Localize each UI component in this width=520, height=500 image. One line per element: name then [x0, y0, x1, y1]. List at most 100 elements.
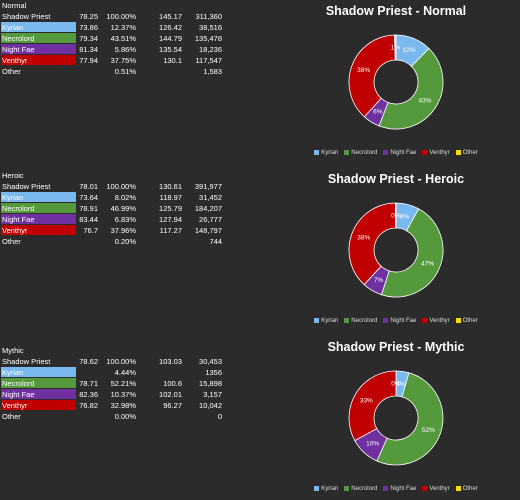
legend-swatch	[344, 318, 350, 323]
legend-swatch	[383, 150, 389, 155]
value-cell: 96.27	[163, 401, 182, 410]
legend-swatch	[344, 486, 350, 491]
value-cell: 83.44	[79, 215, 98, 224]
table-row[interactable]: Necrolord 78.91 46.99% 125.79 184,207	[0, 203, 240, 214]
legend-item: Kyrian	[314, 150, 338, 156]
value-cell: 100.00%	[106, 357, 136, 366]
slice-data-label: 12%	[403, 47, 416, 54]
table-row[interactable]: Venthyr 77.94 37.75% 130.1 117,547	[0, 55, 240, 66]
value-cell: 127.94	[159, 215, 182, 224]
donut-chart: Shadow Priest - Normal 12% 43% 6% 38% 1% Kyria…	[272, 0, 520, 160]
legend-item: Necrolord	[344, 486, 377, 492]
chart-legend: Kyrian Necrolord Night Fae Venthyr Other	[272, 486, 520, 492]
slice-necrolord	[376, 372, 444, 466]
donut-svg: 12% 43% 6% 38% 1%	[348, 34, 444, 130]
row-name-cell: Kyrian	[1, 367, 76, 377]
legend-label: Other	[462, 318, 478, 325]
table-row[interactable]: Shadow Priest 78.25 100.00% 145.17 311,360	[0, 11, 240, 22]
value-cell: 126.42	[159, 23, 182, 32]
slice-data-label: 6%	[373, 108, 383, 115]
value-cell: 46.99%	[110, 204, 136, 213]
value-cell: 100.6	[163, 379, 182, 388]
legend-swatch	[455, 318, 461, 323]
legend-item: Other	[455, 318, 478, 325]
legend-item: Venthyr	[422, 318, 450, 324]
table-row[interactable]: Night Fae 81.34 5.86% 135.54 18,236	[0, 44, 240, 55]
value-cell: 1,583	[203, 67, 222, 76]
table-row[interactable]: Necrolord 78.71 52.21% 100.6 15,898	[0, 378, 240, 389]
value-cell: 117,547	[195, 56, 222, 65]
chart-title: Shadow Priest - Heroic	[327, 172, 465, 186]
table-row[interactable]: Kyrian 73.86 12.37% 126.42 38,516	[0, 22, 240, 33]
legend-item: Venthyr	[422, 150, 450, 157]
value-cell: 744	[209, 237, 222, 246]
slice-necrolord	[378, 47, 444, 130]
value-cell: 0	[217, 412, 222, 421]
value-cell: 102.01	[159, 390, 182, 399]
table-row[interactable]: Kyrian 4.44% 1356	[0, 367, 240, 378]
table-row[interactable]: Night Fae 82.36 10.37% 102.01 3,157	[0, 389, 240, 400]
table-row[interactable]: Shadow Priest 78.62 100.00% 103.03 30,453	[0, 356, 240, 367]
slice-data-label: 1%	[391, 45, 401, 52]
value-cell: 100.00%	[106, 12, 136, 21]
slice-data-label: 7%	[374, 277, 384, 284]
legend-label: Venthyr	[429, 486, 450, 493]
chart-legend: Kyrian Necrolord Night Fae Venthyr Other	[272, 150, 520, 156]
value-cell: 10.37%	[110, 390, 136, 399]
row-name-cell: Necrolord	[1, 33, 76, 43]
value-cell: 148,797	[194, 226, 222, 235]
table-row[interactable]: Other 0.51% 1,583	[0, 66, 240, 77]
table-row[interactable]: Necrolord 79.34 43.51% 144.79 135,478	[0, 33, 240, 44]
data-table: Mythic Shadow Priest 78.62 100.00% 103.03 30,…	[0, 345, 240, 422]
table-row[interactable]: Kyrian 73.64 8.02% 118.97 31,452	[0, 192, 240, 203]
legend-item: Other	[455, 486, 478, 492]
value-cell: 78.62	[79, 357, 98, 366]
legend-label: Kyrian	[321, 486, 339, 493]
value-cell: 31,452	[199, 193, 222, 202]
data-table: Heroic Shadow Priest 78.01 100.00% 130.61 391…	[0, 170, 240, 247]
legend-item: Necrolord	[344, 150, 377, 156]
table-row[interactable]: Other 0.00% 0	[0, 411, 240, 422]
slice-data-label: 52%	[422, 427, 435, 434]
slice-data-label: 38%	[357, 235, 370, 242]
value-cell: 118.97	[159, 193, 182, 202]
legend-swatch	[314, 486, 320, 491]
legend-label: Venthyr	[429, 150, 450, 157]
legend-item: Kyrian	[314, 318, 338, 324]
legend-item: Night Fae	[383, 150, 416, 156]
legend-label: Necrolord	[351, 486, 378, 493]
value-cell: 82.36	[79, 390, 98, 399]
legend-item: Night Fae	[383, 318, 416, 324]
section-label: Normal	[2, 1, 27, 10]
section-label: Mythic	[2, 346, 24, 355]
value-cell: 135.54	[159, 45, 182, 54]
row-name-cell: Venthyr	[1, 400, 76, 410]
row-name-cell: Necrolord	[1, 203, 76, 213]
value-cell: 73.64	[79, 193, 98, 202]
value-cell: 37.75%	[110, 56, 136, 65]
table-row[interactable]: Shadow Priest 78.01 100.00% 130.61 391,977	[0, 181, 240, 192]
value-cell: 135,478	[194, 34, 222, 43]
legend-swatch	[422, 150, 428, 155]
value-cell: 38,516	[199, 23, 222, 32]
legend-swatch	[422, 486, 428, 491]
value-cell: 76.7	[83, 226, 98, 235]
value-cell: 52.21%	[110, 379, 136, 388]
table-row[interactable]: Venthyr 76.7 37.96% 117.27 148,797	[0, 225, 240, 236]
donut-svg: 4% 52% 10% 33% 0%	[348, 370, 444, 466]
row-name-cell: Night Fae	[1, 44, 76, 54]
table-row[interactable]: Night Fae 83.44 6.83% 127.94 26,777	[0, 214, 240, 225]
value-cell: 73.86	[79, 23, 98, 32]
slice-venthyr	[348, 202, 397, 286]
legend-label: Kyrian	[321, 318, 339, 325]
value-cell: 1356	[205, 368, 222, 377]
value-cell: 76.82	[79, 401, 98, 410]
value-cell: 15,898	[199, 379, 222, 388]
slice-data-label: 0%	[391, 213, 401, 220]
table-row[interactable]: Other 0.20% 744	[0, 236, 240, 247]
table-row[interactable]: Venthyr 76.82 32.98% 96.27 10,042	[0, 400, 240, 411]
value-cell: 117.27	[159, 226, 182, 235]
value-cell: 26,777	[199, 215, 222, 224]
legend-swatch	[383, 318, 389, 323]
legend-label: Kyrian	[321, 150, 339, 157]
